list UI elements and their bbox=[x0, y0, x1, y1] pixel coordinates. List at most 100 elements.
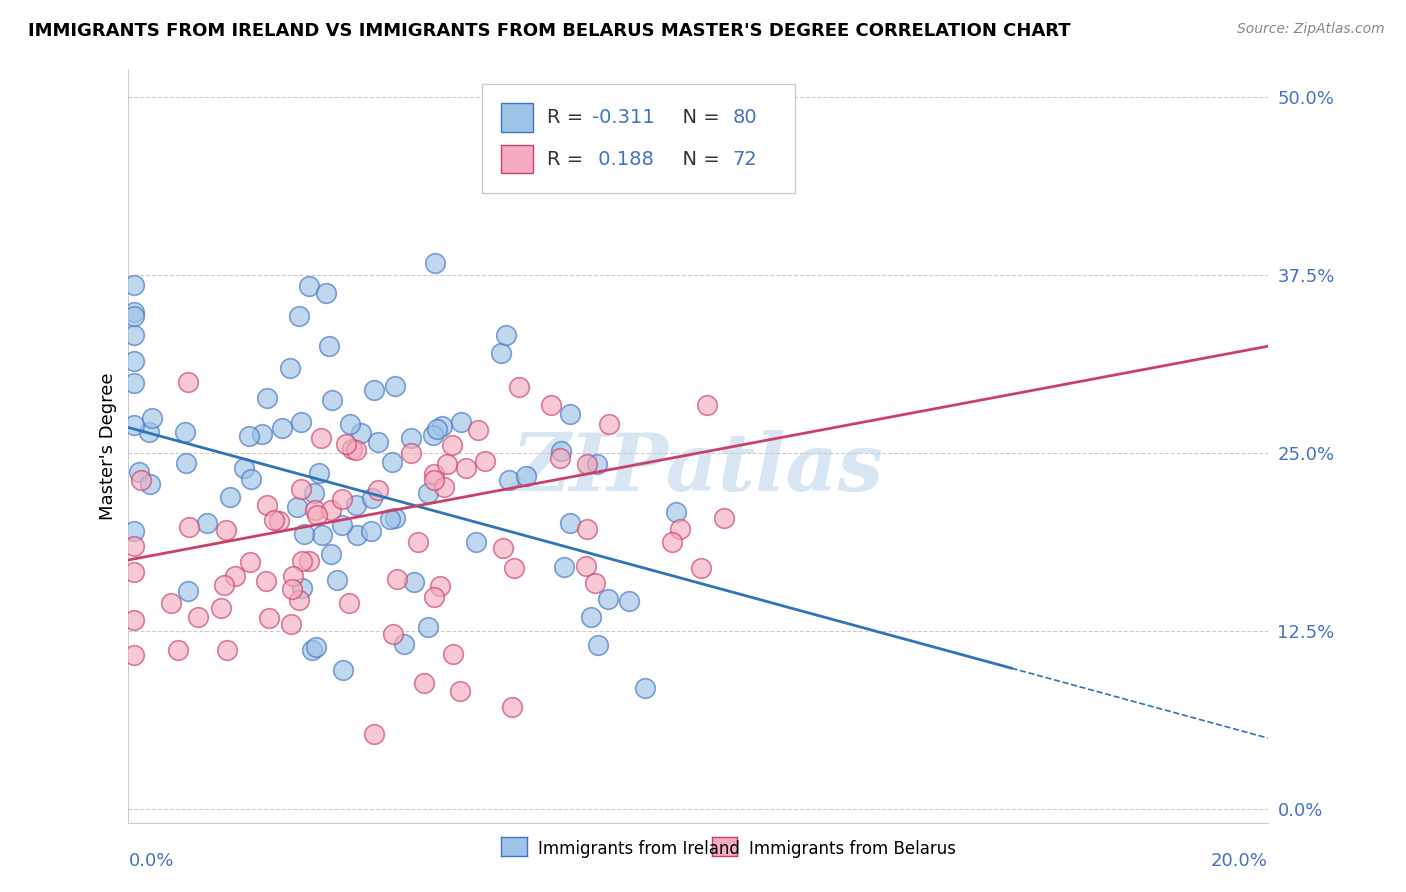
Point bbox=[330, 518, 353, 533]
Point bbox=[288, 592, 311, 607]
Point bbox=[576, 457, 599, 471]
Point bbox=[305, 508, 328, 523]
Point bbox=[501, 700, 523, 714]
Point bbox=[429, 579, 451, 593]
Point bbox=[308, 467, 330, 481]
Point bbox=[583, 575, 606, 590]
Point bbox=[309, 431, 332, 445]
Point bbox=[138, 425, 160, 439]
Point bbox=[392, 636, 415, 650]
Point bbox=[360, 524, 382, 538]
Point bbox=[280, 616, 302, 631]
Point bbox=[560, 407, 582, 421]
Point bbox=[315, 286, 337, 301]
Point bbox=[450, 415, 472, 429]
Point bbox=[298, 554, 321, 568]
Point bbox=[416, 620, 439, 634]
Point bbox=[129, 473, 152, 487]
Point bbox=[498, 473, 520, 487]
Point bbox=[122, 353, 145, 368]
Point bbox=[301, 643, 323, 657]
Point bbox=[634, 681, 657, 696]
Point bbox=[465, 535, 488, 549]
Point bbox=[122, 565, 145, 579]
Point bbox=[617, 593, 640, 607]
Point bbox=[503, 561, 526, 575]
Text: 72: 72 bbox=[733, 150, 756, 169]
Point bbox=[404, 574, 426, 589]
Text: 0.0%: 0.0% bbox=[128, 852, 174, 870]
Point bbox=[588, 638, 610, 652]
Point bbox=[332, 663, 354, 677]
Point bbox=[425, 256, 447, 270]
Text: R =: R = bbox=[547, 150, 589, 169]
Point bbox=[433, 479, 456, 493]
Point bbox=[399, 431, 422, 445]
Text: Immigrants from Ireland: Immigrants from Ireland bbox=[537, 840, 740, 858]
Point bbox=[378, 512, 401, 526]
Point bbox=[290, 415, 312, 429]
Point bbox=[441, 648, 464, 662]
Point bbox=[122, 328, 145, 343]
Point bbox=[257, 611, 280, 625]
Point bbox=[128, 465, 150, 479]
Point bbox=[263, 513, 285, 527]
Text: ZIPatlas: ZIPatlas bbox=[512, 430, 884, 508]
Y-axis label: Master's Degree: Master's Degree bbox=[100, 372, 117, 520]
Point bbox=[311, 528, 333, 542]
Point bbox=[441, 438, 464, 452]
Point bbox=[661, 534, 683, 549]
Point bbox=[122, 613, 145, 627]
Text: 80: 80 bbox=[733, 108, 756, 127]
Point bbox=[177, 376, 200, 390]
Point bbox=[363, 384, 385, 398]
Point bbox=[384, 378, 406, 392]
Point bbox=[406, 535, 429, 549]
Point bbox=[581, 610, 603, 624]
Point bbox=[598, 417, 620, 432]
Point bbox=[713, 510, 735, 524]
Point bbox=[381, 454, 404, 468]
Text: N =: N = bbox=[669, 108, 725, 127]
Point bbox=[668, 522, 690, 536]
Text: R =: R = bbox=[547, 108, 589, 127]
Point bbox=[287, 309, 309, 323]
Point bbox=[367, 483, 389, 498]
Point bbox=[474, 454, 496, 468]
Point bbox=[422, 473, 444, 487]
Point bbox=[449, 683, 471, 698]
Point bbox=[558, 516, 581, 530]
Point bbox=[321, 393, 343, 408]
Point bbox=[596, 591, 619, 606]
Point bbox=[360, 491, 382, 505]
Point bbox=[211, 601, 233, 615]
Point bbox=[363, 726, 385, 740]
Point bbox=[238, 429, 260, 443]
Point bbox=[430, 419, 453, 434]
Point bbox=[454, 460, 477, 475]
Point bbox=[285, 500, 308, 515]
Point bbox=[340, 442, 363, 457]
Point bbox=[423, 590, 446, 604]
Point bbox=[326, 573, 349, 587]
Point bbox=[305, 640, 328, 655]
Text: N =: N = bbox=[669, 150, 725, 169]
Point bbox=[696, 398, 718, 412]
Point bbox=[233, 461, 256, 475]
Point bbox=[298, 279, 321, 293]
Point bbox=[384, 511, 406, 525]
Point bbox=[422, 467, 444, 482]
Point bbox=[302, 486, 325, 500]
Point bbox=[367, 434, 389, 449]
Point bbox=[337, 596, 360, 610]
Point bbox=[335, 437, 357, 451]
Point bbox=[330, 492, 353, 507]
Point bbox=[304, 502, 326, 516]
Point bbox=[122, 309, 145, 323]
Point bbox=[218, 490, 240, 504]
Point bbox=[250, 426, 273, 441]
Point bbox=[270, 421, 292, 435]
Point bbox=[540, 399, 562, 413]
Point bbox=[122, 305, 145, 319]
Point bbox=[256, 391, 278, 405]
